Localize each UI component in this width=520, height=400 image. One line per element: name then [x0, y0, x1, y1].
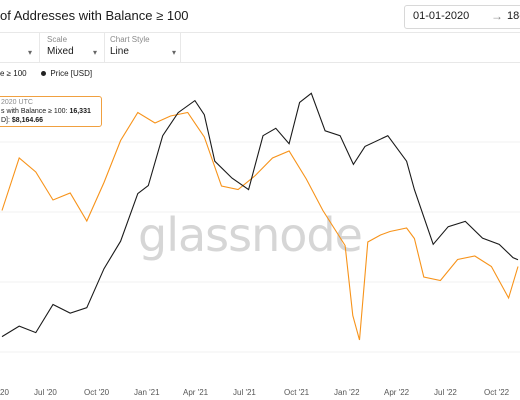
chart-style-dropdown[interactable]: Chart Style Line ▾ — [110, 35, 176, 61]
x-tick-label: Jul '20 — [34, 388, 57, 397]
chevron-down-icon: ▾ — [171, 48, 176, 57]
x-tick-label: Apr '22 — [384, 388, 410, 397]
x-tick-label: Jan '22 — [334, 388, 360, 397]
series-line-price[interactable] — [1, 92, 519, 338]
chart-header: of Addresses with Balance ≥ 100 01-01-20… — [0, 0, 520, 33]
series-line-addresses[interactable] — [1, 111, 519, 341]
x-tick-label: Apr '21 — [183, 388, 209, 397]
chart-tooltip: 2020 UTC s with Balance ≥ 100: 16,331 D]… — [0, 96, 102, 127]
chart-style-value: Line — [110, 46, 129, 57]
legend-price[interactable]: Price [USD] — [50, 69, 93, 78]
chevron-down-icon: ▾ — [27, 48, 32, 57]
divider — [180, 32, 181, 62]
x-tick-label: Oct '20 — [84, 388, 110, 397]
x-tick-label: Oct '21 — [284, 388, 310, 397]
date-to[interactable]: 18-0 — [507, 10, 520, 22]
scale-label: Scale — [47, 35, 68, 44]
scale-value: Mixed — [47, 46, 74, 57]
glassnode-watermark: glassnode — [138, 208, 363, 262]
tooltip-date: 2020 UTC — [1, 99, 33, 106]
line-chart[interactable] — [0, 82, 520, 382]
chart-style-label: Chart Style — [110, 35, 150, 44]
scale-dropdown[interactable]: Scale Mixed ▾ — [47, 35, 97, 61]
chart-legend: e ≥ 100 Price [USD] — [0, 69, 92, 78]
chevron-down-icon: ▾ — [92, 48, 97, 57]
x-tick-label: Jan '21 — [134, 388, 160, 397]
tooltip-price: D]: $8,164.66 — [1, 117, 44, 124]
chart-controls: ▾ Scale Mixed ▾ Chart Style Line ▾ — [0, 32, 520, 63]
divider — [104, 32, 105, 62]
date-range-picker[interactable]: 01-01-2020 → 18-0 — [404, 5, 520, 29]
x-tick-label: Oct '22 — [484, 388, 510, 397]
control-dropdown[interactable]: ▾ — [0, 35, 34, 61]
legend-price-dot — [41, 71, 47, 77]
chart-title: of Addresses with Balance ≥ 100 — [0, 8, 189, 23]
tooltip-addresses: s with Balance ≥ 100: 16,331 — [1, 108, 91, 115]
x-tick-label: 20 — [0, 388, 9, 397]
x-tick-label: Jul '21 — [233, 388, 256, 397]
arrow-right-icon: → — [491, 9, 503, 23]
date-from[interactable]: 01-01-2020 — [413, 10, 470, 22]
divider — [39, 32, 40, 62]
legend-addresses[interactable]: e ≥ 100 — [0, 69, 27, 78]
x-tick-label: Jul '22 — [434, 388, 457, 397]
